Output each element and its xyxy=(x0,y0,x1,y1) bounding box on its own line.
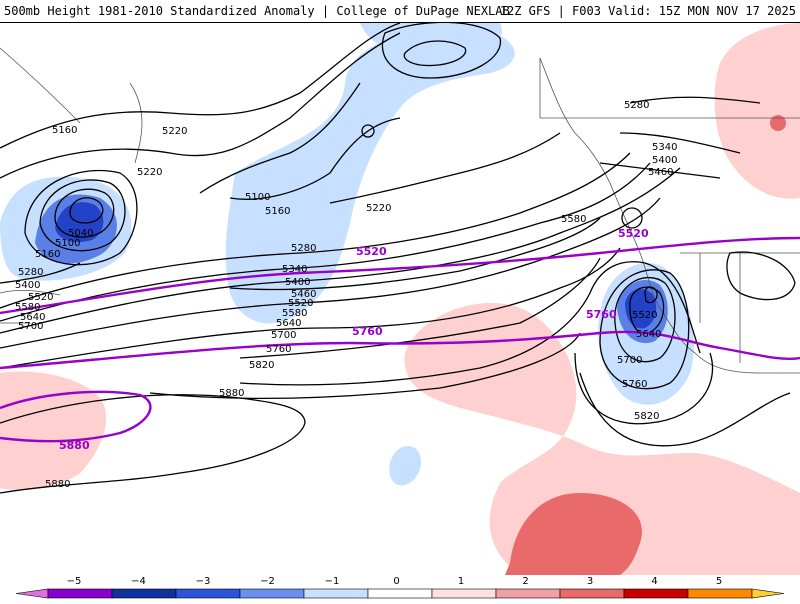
colorbar-swatches xyxy=(15,588,785,599)
colorbar-swatch xyxy=(623,588,689,599)
colorbar-swatch xyxy=(239,588,305,599)
colorbar-tick-label: −1 xyxy=(325,576,340,587)
contour-label: 5880 xyxy=(45,479,70,490)
contour-label: 5160 xyxy=(52,125,77,136)
colorbar-tick-label: 2 xyxy=(522,576,528,587)
contour-label: 5280 xyxy=(624,100,649,111)
highlight-contours xyxy=(0,236,800,443)
pos-anomaly-canada-core xyxy=(770,115,786,131)
contour-label: 5520 xyxy=(632,310,657,321)
colorbar-tick-label: 4 xyxy=(651,576,657,587)
header: 500mb Height 1981-2010 Standardized Anom… xyxy=(0,0,800,22)
model-valid-time: 12Z GFS | F003 Valid: 15Z MON NOV 17 202… xyxy=(499,4,796,18)
colorbar-swatch xyxy=(687,588,753,599)
colorbar-swatch xyxy=(175,588,241,599)
contour-label: 5760 xyxy=(266,344,291,355)
colorbar-swatch xyxy=(111,588,177,599)
contour-labels: 5160 5220 5220 5100 5160 5040 5100 5160 … xyxy=(15,100,677,490)
contour-label: 5280 xyxy=(18,267,43,278)
contour-label: 5700 xyxy=(617,355,642,366)
colorbar-swatch xyxy=(431,588,497,599)
colorbar-swatch xyxy=(303,588,369,599)
contour-label: 5400 xyxy=(652,155,677,166)
colorbar-swatch xyxy=(15,588,49,599)
contour-label: 5580 xyxy=(282,308,307,319)
contour-label: 5400 xyxy=(285,277,310,288)
colorbar-tick-label: 0 xyxy=(393,576,399,587)
highlight-contour-labels: 5520 5520 5760 5760 5880 xyxy=(59,227,649,452)
colorbar: −5 −4 −3 −2 −1 0 1 2 3 4 5 xyxy=(0,574,800,600)
colorbar-swatch xyxy=(751,588,785,599)
contour-label: 5460 xyxy=(648,167,673,178)
colorbar-tick-label: −2 xyxy=(260,576,275,587)
colorbar-tick-label: −3 xyxy=(196,576,211,587)
contour-label: 5220 xyxy=(162,126,187,137)
contour-label: 5100 xyxy=(55,238,80,249)
highlight-label: 5880 xyxy=(59,439,90,452)
contour-label: 5340 xyxy=(652,142,677,153)
highlight-label: 5520 xyxy=(356,245,387,258)
highlight-label: 5760 xyxy=(352,325,383,338)
contour-label: 5340 xyxy=(282,264,307,275)
contour-label: 5640 xyxy=(20,312,45,323)
colorbar-tick-labels: −5 −4 −3 −2 −1 0 1 2 3 4 5 xyxy=(67,576,723,587)
contour-label: 5640 xyxy=(276,318,301,329)
height-contours xyxy=(0,21,796,494)
contour-label: 5820 xyxy=(634,411,659,422)
colorbar-svg: −5 −4 −3 −2 −1 0 1 2 3 4 5 xyxy=(15,576,785,599)
anomaly-shading xyxy=(0,23,800,575)
contour-label: 5220 xyxy=(366,203,391,214)
coastlines xyxy=(0,47,800,374)
neg-anomaly-hawaii xyxy=(389,445,421,486)
colorbar-swatch xyxy=(495,588,561,599)
neg-anomaly-bering xyxy=(225,28,515,324)
colorbar-swatch xyxy=(367,588,433,599)
contour-label: 5820 xyxy=(249,360,274,371)
contour-label: 5640 xyxy=(636,329,661,340)
contour-label: 5460 xyxy=(291,289,316,300)
contour-label: 5160 xyxy=(265,206,290,217)
colorbar-tick-label: −4 xyxy=(131,576,146,587)
contour-label: 5220 xyxy=(137,167,162,178)
colorbar-swatch xyxy=(47,588,113,599)
pos-anomaly-subtropics xyxy=(404,303,800,575)
contour-label: 5520 xyxy=(288,298,313,309)
neg-anomaly-california-inner xyxy=(625,289,657,329)
colorbar-tick-label: 1 xyxy=(458,576,464,587)
pos-anomaly-canada xyxy=(714,23,800,199)
contour-label: 5700 xyxy=(18,321,43,332)
contour-label: 5520 xyxy=(28,292,53,303)
contour-label: 5280 xyxy=(291,243,316,254)
contour-label: 5160 xyxy=(35,249,60,260)
contour-label: 5040 xyxy=(68,228,93,239)
contour-label: 5400 xyxy=(15,280,40,291)
contour-label: 5580 xyxy=(561,214,586,225)
contour-label: 5100 xyxy=(245,192,270,203)
map-svg: 5160 5220 5220 5100 5160 5040 5100 5160 … xyxy=(0,21,800,575)
anomaly-map: 5160 5220 5220 5100 5160 5040 5100 5160 … xyxy=(0,21,800,575)
contour-label: 5580 xyxy=(15,302,40,313)
contour-label: 5760 xyxy=(622,379,647,390)
pos-anomaly-subtropics-core xyxy=(505,493,642,575)
colorbar-tick-label: 5 xyxy=(716,576,722,587)
contour-label: 5880 xyxy=(219,388,244,399)
pos-anomaly-west xyxy=(0,371,107,490)
contour-label: 5700 xyxy=(271,330,296,341)
colorbar-tick-label: 3 xyxy=(587,576,593,587)
highlight-label: 5760 xyxy=(586,308,617,321)
neg-anomaly-bering-top xyxy=(360,23,502,58)
highlight-label: 5520 xyxy=(618,227,649,240)
colorbar-tick-label: −5 xyxy=(67,576,82,587)
colorbar-swatch xyxy=(559,588,625,599)
map-title: 500mb Height 1981-2010 Standardized Anom… xyxy=(4,4,510,18)
